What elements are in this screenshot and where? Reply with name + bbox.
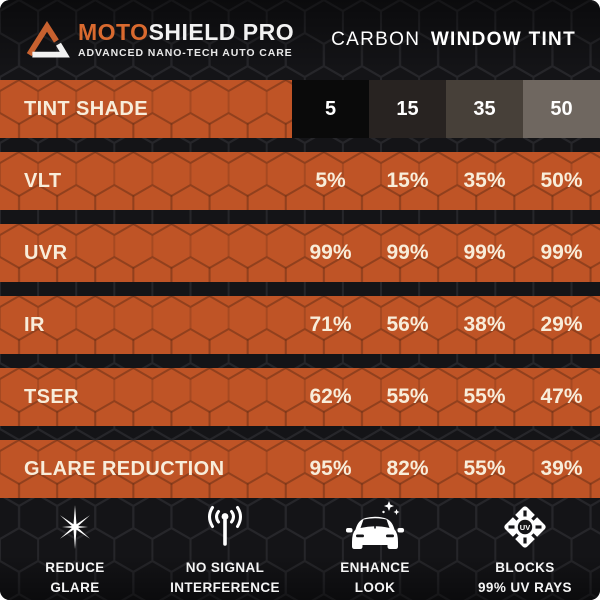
feature-enhance-look: ENHANCE LOOK [300, 498, 450, 600]
feature-caption-line1: ENHANCE [340, 560, 410, 575]
cell-value: 55% [463, 457, 506, 480]
cell-value: 5% [315, 169, 346, 192]
feature-icon-box [343, 498, 407, 556]
table-row-glare-reduction: GLARE REDUCTION 95% 82% 55% 39% [0, 440, 600, 498]
brand-name-moto: MOTO [78, 19, 149, 45]
feature-no-signal-interference: NO SIGNAL INTERFERENCE [150, 498, 300, 600]
table-row-vlt: VLT 5% 15% 35% 50% [0, 152, 600, 210]
motoshield-triangle-logo-icon [26, 21, 70, 58]
feature-caption: ENHANCE LOOK [340, 558, 410, 597]
feature-caption-line2: 99% UV RAYS [478, 579, 572, 595]
feature-caption-line2: GLARE [50, 579, 100, 595]
brand-tagline: ADVANCED NANO-TECH AUTO CARE [78, 47, 293, 59]
row-label-cell: VLT [0, 152, 292, 210]
row-label-cell: IR [0, 296, 292, 354]
cell-value: 99% [463, 241, 506, 264]
shade-swatch-15: 15 [369, 80, 446, 138]
cell-value: 39% [540, 457, 583, 480]
brand-logo: MOTOSHIELD PRO ADVANCED NANO-TECH AUTO C… [24, 20, 294, 60]
tint-shade-header-label: TINT SHADE [24, 97, 148, 120]
row-label-cell: TSER [0, 368, 292, 426]
cell-value: 71% [309, 313, 352, 336]
shade-value: 15 [396, 97, 419, 120]
brand-text: MOTOSHIELD PRO ADVANCED NANO-TECH AUTO C… [78, 21, 294, 60]
row-label: VLT [24, 169, 62, 192]
cell-value: 15% [386, 169, 429, 192]
tint-shade-header-row: TINT SHADE 5 15 35 50 [0, 80, 600, 138]
shade-swatch-35: 35 [446, 80, 523, 138]
feature-caption: NO SIGNAL INTERFERENCE [170, 558, 280, 597]
tint-shade-label-cell: TINT SHADE [0, 80, 292, 138]
shade-swatch-5: 5 [292, 80, 369, 138]
row-label: IR [24, 313, 45, 336]
feature-caption-line1: REDUCE [45, 560, 105, 575]
table-row-tser: TSER 62% 55% 55% 47% [0, 368, 600, 426]
cell-value: 99% [540, 241, 583, 264]
feature-caption: BLOCKS 99% UV RAYS [478, 558, 572, 597]
feature-reduce-glare: REDUCE GLARE [0, 498, 150, 600]
cell-value: 50% [540, 169, 583, 192]
cell-value: 82% [386, 457, 429, 480]
cell-value: 38% [463, 313, 506, 336]
antenna-signal-icon [208, 506, 242, 546]
cell-value: 35% [463, 169, 506, 192]
feature-icon-box [201, 498, 249, 556]
feature-icon-box: UV [498, 498, 552, 556]
product-line-label: CARBON [331, 29, 421, 50]
shade-swatch-50: 50 [523, 80, 600, 138]
feature-caption-line1: NO SIGNAL [185, 560, 265, 575]
row-label: TSER [24, 385, 79, 408]
cell-value: 99% [309, 241, 352, 264]
table-row-ir: IR 71% 56% 38% 29% [0, 296, 600, 354]
product-type-label: WINDOW TINT [430, 29, 576, 50]
shade-value: 5 [324, 97, 337, 120]
car-sparkle-icon [346, 501, 404, 549]
cell-value: 55% [463, 385, 506, 408]
shade-value: 35 [473, 97, 496, 120]
feature-caption: REDUCE GLARE [45, 558, 104, 597]
feature-blocks-uv-rays: UV BLOCKS 99% UV RAYS [450, 498, 600, 600]
cell-value: 95% [309, 457, 352, 480]
cell-value: 62% [309, 385, 352, 408]
shade-value: 50 [550, 97, 573, 120]
cell-value: 55% [386, 385, 429, 408]
uv-diamond-icon: UV [504, 506, 546, 548]
page-title: CARBON WINDOW TINT [331, 29, 576, 51]
brand-name: MOTOSHIELD PRO [78, 21, 294, 44]
feature-icon-box [51, 498, 99, 556]
features-strip: REDUCE GLARE NO SIGNAL [0, 498, 600, 600]
cell-value: 99% [386, 241, 429, 264]
cell-value: 47% [540, 385, 583, 408]
row-label-cell: UVR [0, 224, 292, 282]
cell-value: 56% [386, 313, 429, 336]
row-label: UVR [24, 241, 68, 264]
cell-value: 29% [540, 313, 583, 336]
feature-caption-line2: LOOK [354, 579, 396, 595]
tint-comparison-table: TINT SHADE 5 15 35 50 VLT 5% 15% 35% 50%… [0, 80, 600, 498]
glare-starburst-icon [60, 505, 90, 549]
feature-caption-line1: BLOCKS [495, 560, 555, 575]
brand-name-shield-pro: SHIELD PRO [148, 19, 295, 45]
table-row-uvr: UVR 99% 99% 99% 99% [0, 224, 600, 282]
feature-caption-line2: INTERFERENCE [170, 579, 280, 595]
row-label: GLARE REDUCTION [24, 457, 225, 480]
uv-icon-label: UV [520, 523, 530, 532]
header: MOTOSHIELD PRO ADVANCED NANO-TECH AUTO C… [0, 0, 600, 80]
row-label-cell: GLARE REDUCTION [0, 440, 292, 498]
